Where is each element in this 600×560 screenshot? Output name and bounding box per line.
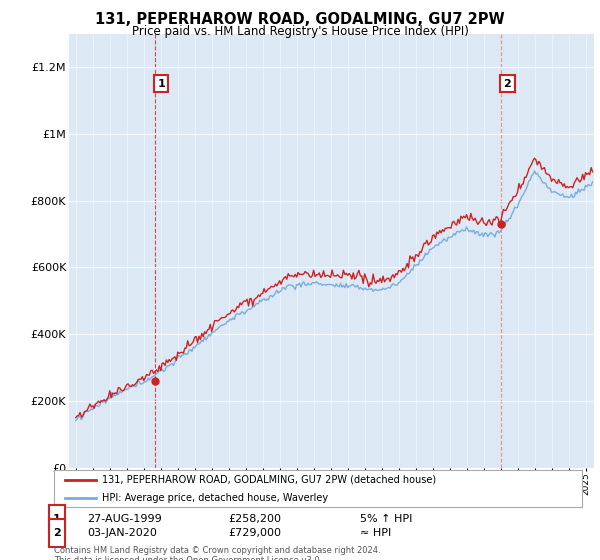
Text: 1: 1 bbox=[53, 514, 61, 524]
Text: HPI: Average price, detached house, Waverley: HPI: Average price, detached house, Wave… bbox=[101, 493, 328, 503]
Text: ≈ HPI: ≈ HPI bbox=[360, 528, 391, 538]
Text: 2: 2 bbox=[53, 528, 61, 538]
Text: Price paid vs. HM Land Registry's House Price Index (HPI): Price paid vs. HM Land Registry's House … bbox=[131, 25, 469, 38]
Text: £258,200: £258,200 bbox=[228, 514, 281, 524]
Text: 03-JAN-2020: 03-JAN-2020 bbox=[87, 528, 157, 538]
Text: £729,000: £729,000 bbox=[228, 528, 281, 538]
Text: 1: 1 bbox=[157, 78, 165, 88]
Text: 131, PEPERHAROW ROAD, GODALMING, GU7 2PW (detached house): 131, PEPERHAROW ROAD, GODALMING, GU7 2PW… bbox=[101, 474, 436, 484]
Text: 27-AUG-1999: 27-AUG-1999 bbox=[87, 514, 162, 524]
Text: 5% ↑ HPI: 5% ↑ HPI bbox=[360, 514, 412, 524]
Text: 2: 2 bbox=[503, 78, 511, 88]
Text: Contains HM Land Registry data © Crown copyright and database right 2024.
This d: Contains HM Land Registry data © Crown c… bbox=[54, 546, 380, 560]
Text: 131, PEPERHAROW ROAD, GODALMING, GU7 2PW: 131, PEPERHAROW ROAD, GODALMING, GU7 2PW bbox=[95, 12, 505, 27]
